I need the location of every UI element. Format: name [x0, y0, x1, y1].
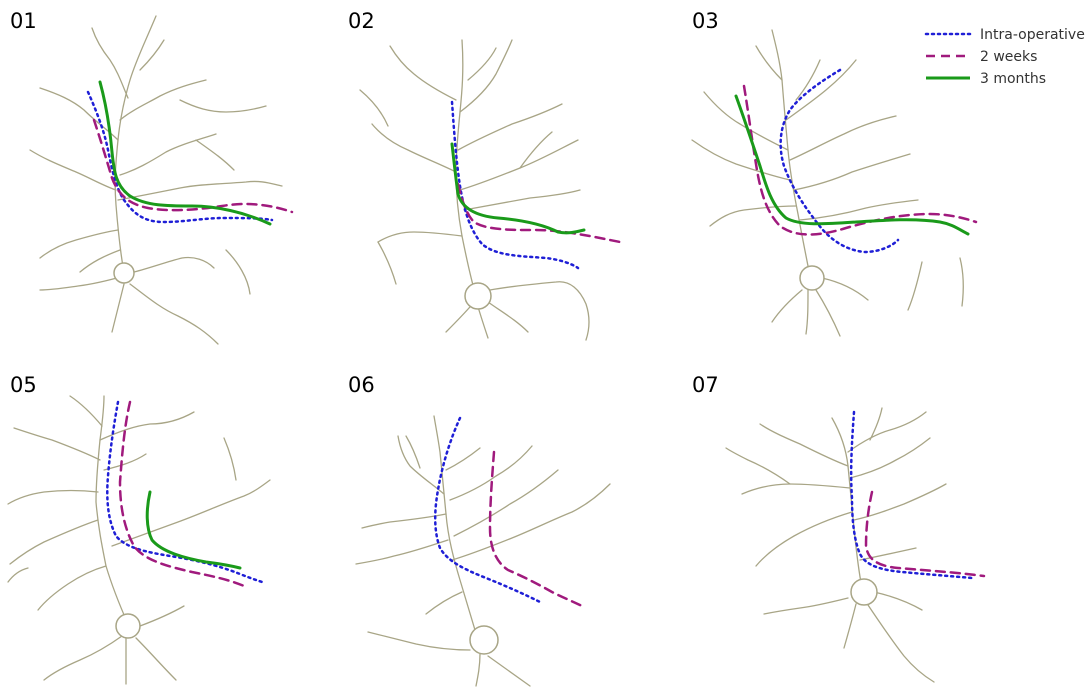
trace-threemonths-03 [734, 94, 970, 236]
traces-06 [434, 416, 584, 608]
panel-06: 06 [348, 373, 611, 687]
traces-02 [450, 100, 622, 270]
optic-disc-01 [113, 262, 135, 284]
traces-03 [734, 68, 978, 254]
trace-intraoperative-01 [86, 90, 274, 224]
traces-05 [106, 400, 264, 588]
optic-disc-03 [799, 265, 825, 291]
vessel-tree-02 [359, 39, 590, 341]
panel-label-02: 02 [348, 9, 375, 33]
trace-twoweeks-07 [864, 490, 986, 578]
panel-01: 01 [10, 9, 294, 345]
trace-twoweeks-02 [456, 182, 622, 244]
panel-label-01: 01 [10, 9, 37, 33]
legend-item-threemonths: 3 months [926, 71, 1046, 87]
panel-02: 02 [348, 9, 622, 341]
vessel-tree-01 [29, 15, 283, 345]
vessel-tree-05 [7, 395, 271, 685]
optic-disc-02 [464, 282, 492, 310]
panel-label-06: 06 [348, 373, 375, 397]
trace-threemonths-05 [145, 490, 242, 570]
optic-disc-06 [469, 625, 499, 655]
trace-twoweeks-03 [742, 84, 978, 236]
panel-03: 03 [691, 9, 978, 337]
trace-threemonths-02 [450, 142, 586, 235]
panel-label-03: 03 [692, 9, 719, 33]
trace-intraoperative-03 [779, 68, 900, 254]
panel-label-07: 07 [692, 373, 719, 397]
legend-item-intraoperative: Intra-operative [924, 27, 1085, 43]
panel-05: 05 [7, 373, 271, 685]
traces-01 [86, 80, 294, 226]
traces-07 [849, 410, 986, 580]
optic-disc-07 [850, 578, 878, 606]
trace-twoweeks-06 [488, 450, 584, 608]
panel-07: 07 [692, 373, 986, 683]
legend: Intra-operative 2 weeks 3 months [924, 27, 1085, 87]
legend-label-threemonths: 3 months [980, 71, 1046, 87]
trace-twoweeks-01 [92, 118, 294, 214]
vessel-tree-07 [725, 407, 947, 683]
vessel-tree-06 [355, 415, 611, 687]
optic-disc-05 [115, 613, 141, 639]
trace-intraoperative-06 [434, 416, 542, 604]
trace-intraoperative-02 [450, 100, 580, 270]
vessel-tree-03 [691, 29, 964, 337]
legend-item-twoweeks: 2 weeks [926, 49, 1037, 65]
legend-label-twoweeks: 2 weeks [980, 49, 1037, 65]
trace-intraoperative-07 [849, 410, 974, 580]
trace-threemonths-01 [98, 80, 272, 226]
trace-twoweeks-05 [118, 400, 246, 588]
legend-label-intraoperative: Intra-operative [980, 27, 1085, 43]
panel-label-05: 05 [10, 373, 37, 397]
